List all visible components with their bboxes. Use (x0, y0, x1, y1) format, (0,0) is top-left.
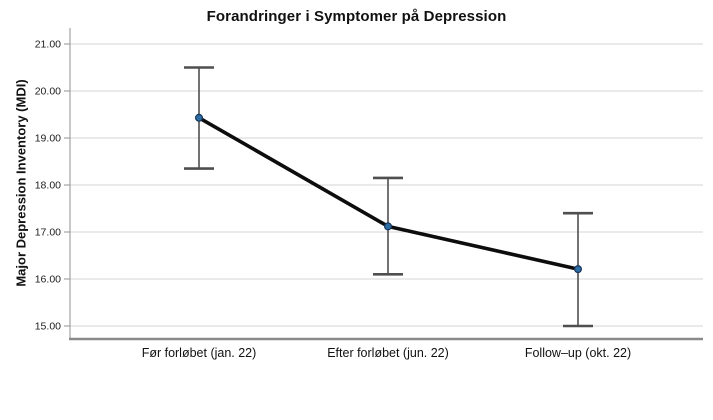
chart-title: Forandringer i Symptomer på Depression (206, 8, 507, 25)
data-point-marker (573, 265, 582, 274)
y-tick-label: 17.00 (35, 227, 61, 239)
x-tick-label: Før forløbet (jan. 22) (141, 346, 257, 360)
y-tick-label: 19.00 (35, 133, 61, 145)
x-tick-label: Follow–up (okt. 22) (524, 346, 632, 360)
data-point-marker (384, 222, 393, 231)
y-tick-label: 21.00 (35, 39, 61, 51)
y-tick-label: 15.00 (35, 321, 61, 333)
y-tick-label: 20.00 (35, 86, 61, 98)
y-tick-label: 16.00 (35, 274, 61, 286)
y-tick-label: 18.00 (35, 180, 61, 192)
data-point-marker (195, 113, 204, 122)
x-tick-label: Efter forløbet (jun. 22) (327, 346, 449, 360)
